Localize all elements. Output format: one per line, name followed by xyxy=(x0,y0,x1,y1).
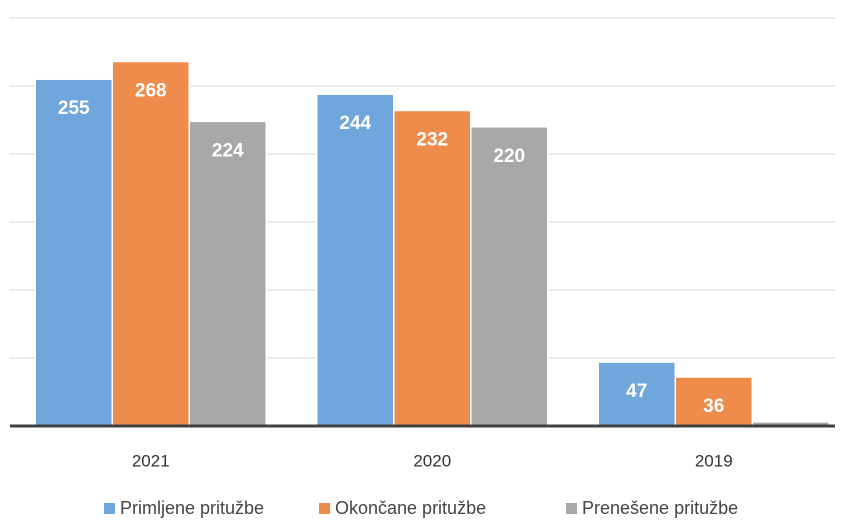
bar xyxy=(674,376,753,427)
data-label: 220 xyxy=(493,146,525,167)
data-label: 36 xyxy=(703,396,724,417)
legend-label: Okončane pritužbe xyxy=(335,498,486,518)
legend-swatch xyxy=(104,503,115,514)
legend-swatch xyxy=(319,503,330,514)
data-label: 232 xyxy=(416,129,448,150)
bar xyxy=(393,109,472,427)
bar xyxy=(316,93,395,427)
bar xyxy=(34,78,113,427)
bar xyxy=(470,126,549,427)
data-label: 268 xyxy=(135,81,167,102)
legend-label: Prenešene pritužbe xyxy=(582,498,738,518)
data-label: 244 xyxy=(339,113,371,134)
bar xyxy=(188,120,267,427)
legend-label: Primljene pritužbe xyxy=(120,498,264,518)
legend-swatch xyxy=(566,503,577,514)
data-label: 47 xyxy=(626,381,647,402)
x-tick-label: 2021 xyxy=(132,451,170,470)
x-tick-label: 2019 xyxy=(695,451,733,470)
data-label: 255 xyxy=(58,98,90,119)
x-tick-label: 2020 xyxy=(413,451,451,470)
data-label: 224 xyxy=(212,140,244,161)
bar xyxy=(111,60,190,427)
